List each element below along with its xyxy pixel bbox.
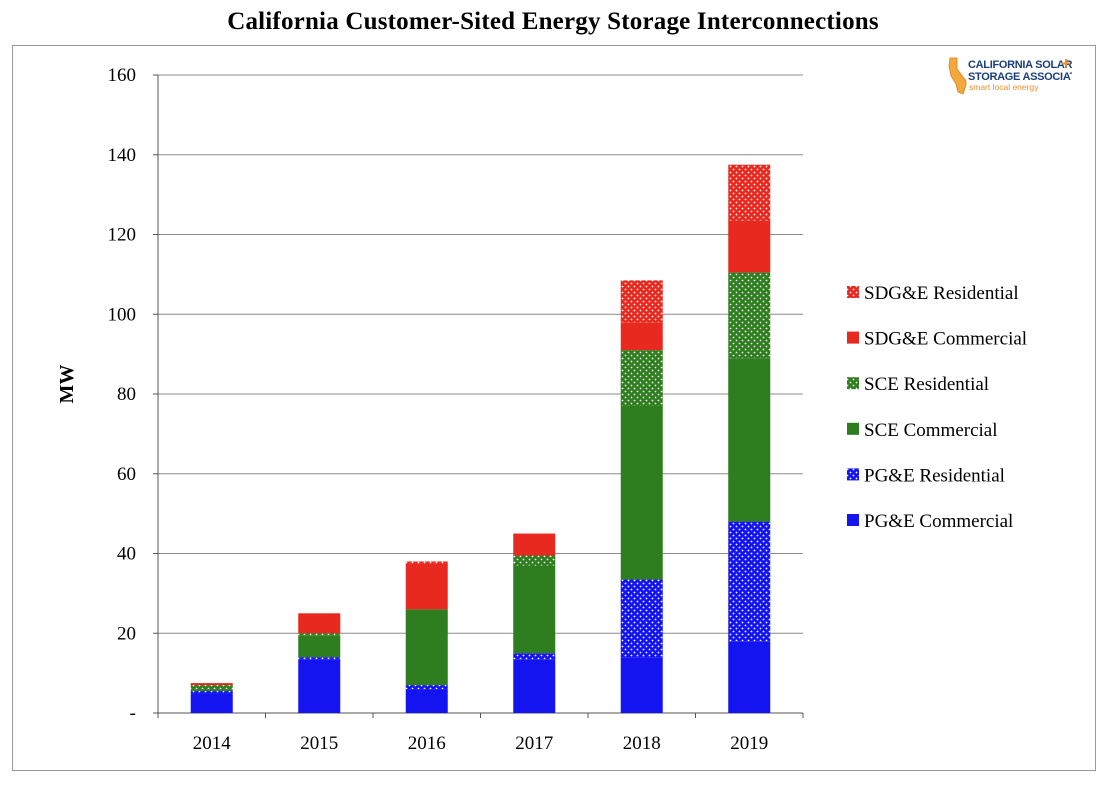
bar-segment [513, 659, 556, 713]
bar-segment [728, 641, 771, 713]
x-tick-label: 2014 [193, 733, 232, 754]
legend-swatch [847, 331, 859, 344]
legend-swatch [847, 286, 859, 298]
bar-segment [298, 633, 341, 636]
logo-line2: STORAGE ASSOCIATION [968, 71, 1072, 83]
gridlines [153, 74, 803, 714]
logo-plus: + [1061, 54, 1071, 73]
bar-segment [620, 657, 663, 713]
y-tick-label: 60 [117, 464, 136, 485]
bar-segment [190, 685, 233, 690]
y-tick-label: 40 [117, 544, 136, 565]
chart-frame [12, 45, 1096, 771]
y-axis-label: MW [56, 365, 78, 404]
bar-segment [405, 689, 448, 713]
bar-segment [405, 563, 448, 610]
legend-swatch [847, 422, 859, 435]
chart-title: California Customer-Sited Energy Storage… [227, 8, 879, 35]
legend-swatch [847, 514, 859, 526]
legend-label: PG&E Commercial [864, 511, 1013, 532]
legend-label: PG&E Residential [864, 465, 1005, 486]
x-tick-label: 2016 [408, 733, 446, 754]
logo-tagline: smart local energy [969, 82, 1039, 92]
bar-segment [513, 555, 556, 566]
bar-segment [298, 613, 341, 634]
legend-label: SDG&E Residential [864, 283, 1019, 304]
y-tick-label: 100 [108, 304, 137, 325]
axes [157, 75, 804, 718]
bar-segment [620, 322, 663, 351]
legend: SDG&E Residential SDG&E Commercial SCE Res… [847, 283, 1027, 532]
y-tick-label: 20 [117, 623, 136, 644]
x-tick-label: 2015 [300, 733, 338, 754]
bar-segment [190, 693, 233, 713]
legend-label: SDG&E Commercial [864, 329, 1027, 350]
california-map-icon [948, 57, 967, 95]
bar-segment [728, 272, 771, 359]
logo-line1: CALIFORNIA SOLAR [968, 59, 1072, 71]
x-tick-labels: 2014 2015 2016 2017 2018 2019 [193, 733, 769, 754]
bar-segment [513, 653, 556, 660]
y-tick-label: 140 [108, 145, 137, 166]
y-tick-label: 80 [117, 384, 136, 405]
legend-swatch [847, 468, 859, 481]
bar-segment [190, 689, 233, 692]
legend-label: SCE Commercial [864, 420, 998, 441]
bar-segment [728, 358, 771, 522]
y-tick-labels: - 20 40 60 80 100 120 140 160 [108, 65, 137, 724]
legend-swatch [847, 377, 859, 390]
x-tick-label: 2018 [623, 733, 661, 754]
bar-segment [620, 405, 663, 580]
bar-segment [298, 659, 341, 713]
y-tick-label: 120 [108, 225, 137, 246]
bar-segment [620, 350, 663, 406]
bar-segment [513, 565, 556, 654]
bar-segment [513, 533, 556, 556]
x-tick-label: 2017 [515, 733, 553, 754]
x-tick-label: 2019 [730, 733, 768, 754]
bar-segment [620, 579, 663, 658]
bar-segment [620, 280, 663, 323]
csesa-logo: CALIFORNIA SOLAR + STORAGE ASSOCIATION s… [948, 54, 1072, 95]
bar-segment [405, 685, 448, 690]
legend-label: SCE Residential [864, 374, 989, 395]
bar-segment [728, 220, 771, 273]
bar-segment [298, 657, 341, 660]
bar-segment [405, 609, 448, 686]
bar-segment [298, 635, 341, 658]
bars [190, 164, 771, 713]
bar-segment [728, 164, 771, 221]
bar-segment [190, 691, 233, 694]
y-tick-label: - [130, 703, 136, 724]
bar-segment [190, 683, 233, 686]
bar-segment [405, 561, 448, 564]
bar-segment [728, 521, 771, 642]
y-tick-label: 160 [108, 65, 137, 86]
